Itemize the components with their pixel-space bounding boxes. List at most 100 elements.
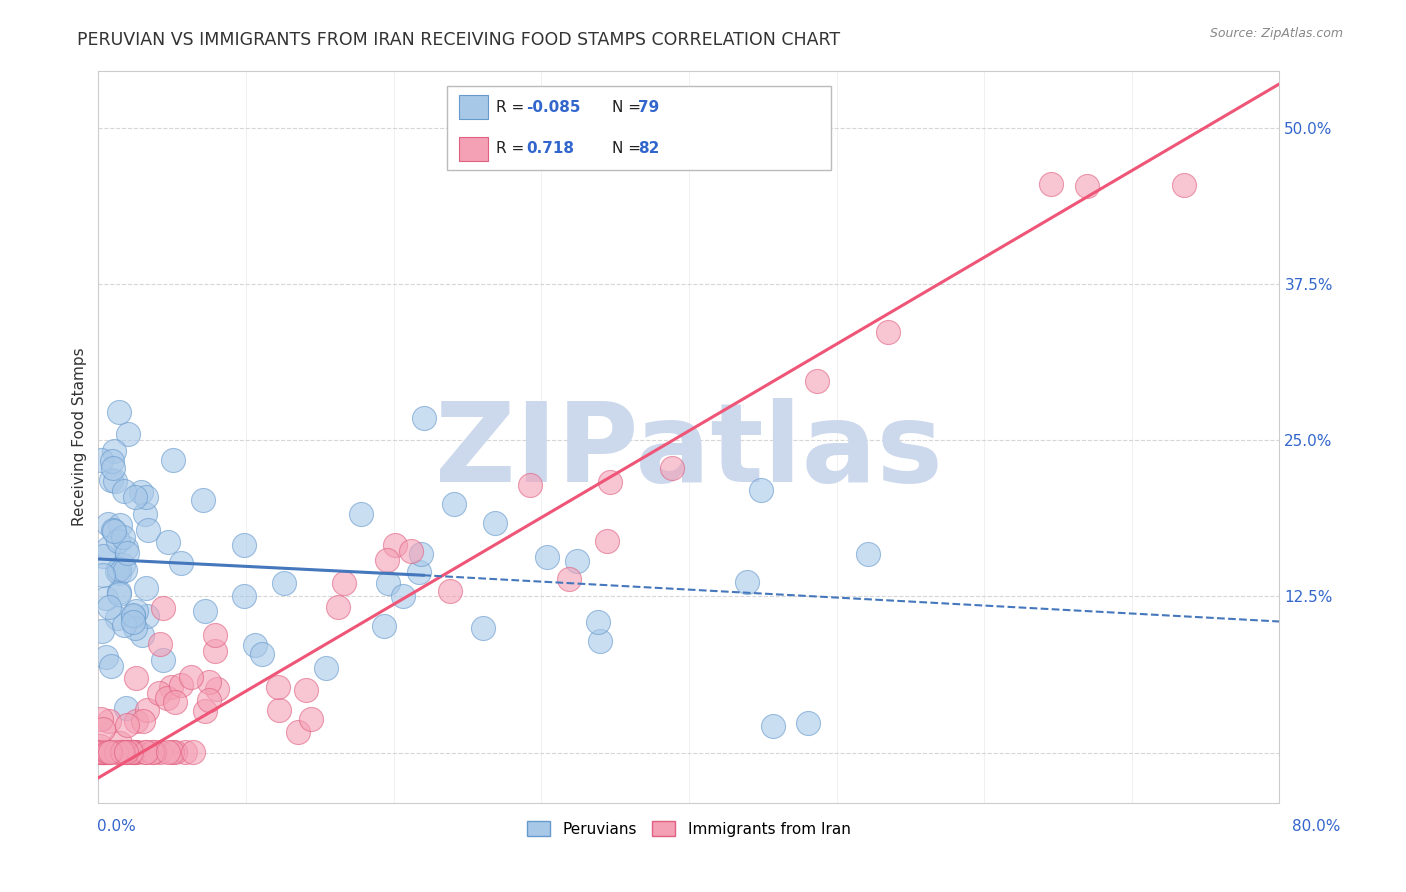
Point (124, 745, 146, 759)
Point (519, 478, 541, 492)
Point (94, 745, 117, 759)
Point (100, 745, 122, 759)
Point (197, 675, 219, 690)
Point (90, 713, 112, 727)
Point (101, 523, 124, 537)
Point (856, 547, 879, 561)
Point (91, 549, 114, 563)
Point (107, 566, 129, 580)
Point (112, 618, 135, 632)
Point (114, 563, 136, 577)
Point (181, 745, 204, 759)
Point (115, 541, 138, 555)
Point (408, 565, 430, 579)
Point (661, 460, 683, 475)
Point (267, 680, 290, 694)
Point (152, 652, 174, 666)
Point (599, 475, 621, 490)
Point (411, 548, 433, 562)
Text: 0.0%: 0.0% (97, 820, 136, 834)
Point (124, 621, 146, 635)
Point (194, 704, 217, 718)
Point (103, 524, 125, 538)
Point (89, 745, 111, 759)
Point (132, 714, 155, 728)
Point (124, 490, 146, 504)
Point (162, 453, 184, 467)
Point (198, 693, 221, 707)
Point (100, 473, 122, 487)
Point (122, 607, 145, 622)
Point (135, 745, 157, 759)
Point (108, 736, 131, 750)
Point (877, 325, 900, 339)
Text: ZIPatlas: ZIPatlas (434, 398, 943, 505)
Point (589, 633, 612, 648)
Point (143, 745, 166, 759)
Point (96, 745, 118, 759)
Point (117, 718, 139, 732)
Point (162, 745, 184, 759)
Point (91, 745, 114, 759)
Point (136, 703, 159, 717)
Point (299, 712, 322, 726)
Point (160, 680, 183, 694)
Point (108, 405, 131, 419)
Point (89, 739, 111, 753)
Point (90, 745, 112, 759)
Point (204, 644, 226, 658)
Point (91, 723, 114, 737)
FancyBboxPatch shape (458, 137, 488, 161)
Point (136, 523, 159, 537)
Point (536, 549, 558, 564)
Point (121, 615, 143, 629)
Text: Source: ZipAtlas.com: Source: ZipAtlas.com (1209, 27, 1343, 40)
Point (94, 591, 117, 605)
Point (443, 497, 465, 511)
Point (287, 724, 309, 739)
Point (148, 685, 170, 699)
Point (104, 475, 127, 489)
Point (111, 530, 134, 544)
Point (412, 411, 434, 425)
Point (101, 460, 124, 475)
Point (115, 745, 138, 759)
Point (103, 444, 125, 458)
Point (315, 661, 337, 675)
Text: -0.085: -0.085 (526, 100, 581, 115)
Point (163, 694, 186, 708)
Text: N =: N = (612, 142, 645, 156)
Point (111, 745, 134, 759)
Point (90, 453, 112, 467)
Point (120, 745, 142, 759)
Point (135, 581, 157, 595)
Point (91, 745, 114, 759)
Point (762, 719, 785, 733)
Point (565, 554, 588, 568)
Point (129, 484, 152, 499)
Point (117, 546, 139, 560)
Point (115, 745, 138, 759)
Point (1076, 178, 1098, 193)
Point (108, 517, 131, 532)
Point (152, 600, 174, 615)
Point (108, 587, 131, 601)
Point (112, 484, 135, 499)
Point (328, 600, 350, 615)
Point (98, 599, 121, 614)
Point (149, 637, 172, 651)
Point (122, 745, 145, 759)
Point (122, 745, 145, 759)
Point (269, 703, 291, 717)
Point (749, 483, 772, 498)
Point (125, 745, 148, 759)
Text: 0.718: 0.718 (526, 142, 574, 156)
Point (1173, 178, 1195, 192)
Point (135, 608, 157, 623)
Point (91, 624, 114, 639)
Point (111, 558, 134, 572)
Point (194, 603, 217, 617)
Legend: Peruvians, Immigrants from Iran: Peruvians, Immigrants from Iran (522, 814, 856, 843)
Point (104, 745, 127, 759)
Point (97, 745, 120, 759)
